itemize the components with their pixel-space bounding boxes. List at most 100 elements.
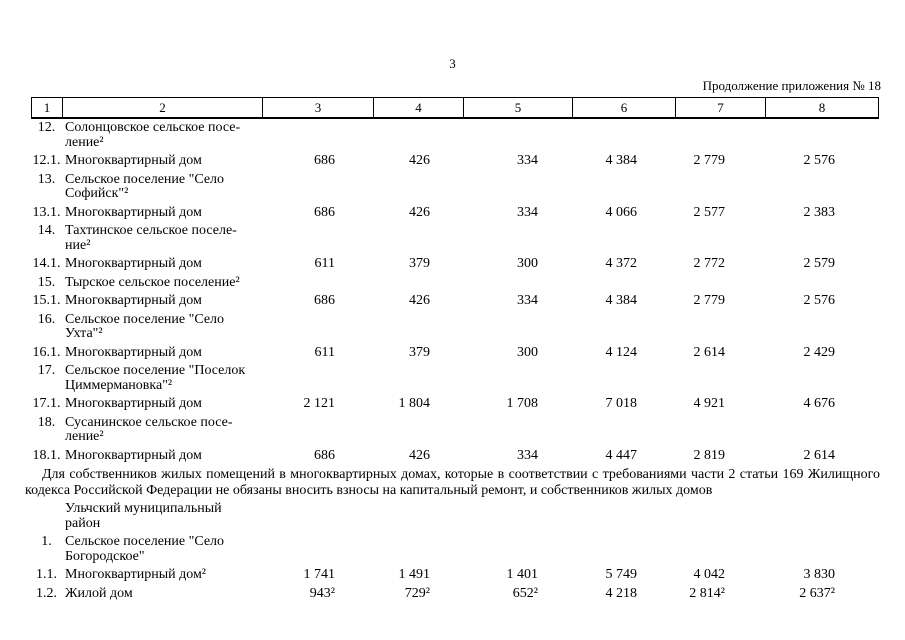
- row-value-col4: 379: [409, 256, 430, 271]
- row-name: Многоквартирный дом: [65, 256, 202, 271]
- row-number: 15.1.: [32, 293, 61, 308]
- table-row: 17. Сельское поселение "Поселок Циммерман…: [31, 363, 877, 393]
- row-number: 13.1.: [32, 204, 61, 220]
- row-number: 15.: [37, 274, 56, 290]
- row-name: Многоквартирный дом: [65, 344, 202, 360]
- row-name: Многоквартирный дом: [65, 293, 202, 308]
- row-number: 16.1.: [32, 344, 61, 360]
- table-row: 16.1. Многоквартирный дом 611 379 300 4 124 2 …: [31, 344, 877, 361]
- row-value-col5: 334: [517, 204, 538, 220]
- row-value-col8: 2 429: [803, 344, 836, 360]
- row-number: 1.: [41, 534, 52, 549]
- row-value-col4: 426: [409, 204, 430, 220]
- row-number: 1.2.: [36, 585, 57, 601]
- row-value-col6: 4 218: [605, 585, 638, 601]
- table-header-cell-8: 8: [818, 99, 826, 115]
- row-value-col4: 426: [409, 153, 430, 168]
- row-value-col6: 4 372: [605, 256, 638, 271]
- row-value-col6: 4 384: [605, 153, 638, 168]
- row-value-col5: 300: [517, 344, 538, 360]
- row-value-col3: 611: [314, 256, 335, 271]
- row-value-col7: 2 819: [693, 447, 726, 463]
- row-name: Сельское поселение "Село Ухта"²: [65, 311, 225, 341]
- row-number: 12.1.: [32, 153, 61, 168]
- table-row: 12.1. Многоквартирный дом 686 426 334 4 384 2 …: [31, 153, 877, 169]
- row-name: Сусанинское сельское посе- ление²: [65, 414, 233, 444]
- row-value-col5: 334: [517, 293, 538, 308]
- row-name: Сельское поселение "Поселок Циммермановк…: [65, 363, 246, 393]
- table-row: 16. Сельское поселение "Село Ухта"²: [31, 311, 877, 342]
- row-name: Многоквартирный дом: [65, 447, 202, 463]
- row-value-col8: 2 576: [803, 153, 836, 168]
- table-section-settlements: 12. Солонцовское сельское посе- ление² 12.…: [31, 120, 877, 464]
- row-value-col6: 7 018: [605, 396, 638, 411]
- row-value-col7: 2 779: [693, 293, 726, 308]
- table-row: 13.1. Многоквартирный дом 686 426 334 4 066 2 …: [31, 204, 877, 221]
- table-row: 1.2. Жилой дом 943² 729² 652² 4 218 2 814² 2 63…: [31, 585, 877, 602]
- row-value-col5: 300: [517, 256, 538, 271]
- row-value-col6: 4 124: [605, 344, 638, 360]
- table-row: 12. Солонцовское сельское посе- ление²: [31, 120, 877, 150]
- row-value-col7: 2 779: [693, 153, 726, 168]
- row-name: Многоквартирный дом: [65, 204, 202, 220]
- table-row: 18.1. Многоквартирный дом 686 426 334 4 447 2 …: [31, 447, 877, 464]
- row-value-col6: 4 384: [605, 293, 638, 308]
- row-name: Солонцовское сельское посе- ление²: [65, 120, 241, 150]
- table-row: 14.1. Многоквартирный дом 611 379 300 4 372 2 …: [31, 256, 877, 272]
- table-header-cell-6: 6: [573, 98, 676, 117]
- table-body: 12. Солонцовское сельское посе- ление² 12.…: [25, 120, 880, 605]
- table-row: 13. Сельское поселение "Село Софийск"²: [31, 171, 877, 202]
- row-value-col4: 729²: [404, 585, 430, 601]
- row-value-col5: 652²: [512, 585, 538, 601]
- row-value-col3: 611: [314, 344, 335, 360]
- table-row: 1.1. Многоквартирный дом² 1 741 1 491 1 401 5…: [31, 567, 877, 583]
- row-number: 18.: [37, 414, 56, 430]
- row-value-col8: 4 676: [803, 396, 836, 411]
- district-heading: Ульчский муниципальный район: [65, 501, 222, 531]
- table-header-cell-4: 4: [374, 98, 464, 117]
- row-number: 16.: [37, 311, 56, 327]
- row-value-col8: 2 614: [803, 447, 836, 463]
- row-name: Тахтинское сельское поселе- ние²: [65, 223, 237, 253]
- row-value-col8: 2 637²: [799, 585, 835, 601]
- row-name: Сельское поселение "Село Богородское": [65, 534, 225, 564]
- row-value-col4: 379: [409, 344, 430, 360]
- row-number: 18.1.: [32, 447, 61, 463]
- table-row: 17.1. Многоквартирный дом 2 121 1 804 1 708 7…: [31, 396, 877, 412]
- row-name: Многоквартирный дом²: [65, 567, 207, 582]
- row-value-col4: 426: [409, 293, 430, 308]
- row-number: 14.1.: [32, 256, 61, 271]
- row-number: 17.1.: [32, 396, 61, 411]
- row-value-col7: 4 042: [693, 567, 726, 582]
- row-value-col8: 3 830: [803, 567, 836, 582]
- row-value-col7: 2 577: [693, 204, 726, 220]
- row-value-col3: 686: [314, 204, 335, 220]
- row-name: Сельское поселение "Село Софийск"²: [65, 171, 225, 201]
- table-header-cell-3: 3: [263, 98, 374, 117]
- row-value-col7: 4 921: [693, 396, 726, 411]
- table-header-cell-1: 1: [32, 98, 63, 117]
- table-row: 18. Сусанинское сельское посе- ление²: [31, 414, 877, 445]
- row-number: 12.: [37, 120, 56, 135]
- row-value-col3: 686: [314, 447, 335, 463]
- row-name: Многоквартирный дом: [65, 153, 202, 168]
- row-number: 13.: [37, 171, 56, 187]
- row-value-col6: 5 749: [605, 567, 638, 582]
- table-row: 1. Сельское поселение "Село Богородское": [31, 534, 877, 564]
- table-section-ulchsky-district: 1. Сельское поселение "Село Богородское" 1…: [31, 534, 877, 602]
- row-name: Тырское сельское поселение²: [65, 274, 240, 290]
- table-row: 15.1. Многоквартирный дом 686 426 334 4 384 2 …: [31, 293, 877, 309]
- row-value-col6: 4 066: [605, 204, 638, 220]
- row-value-col3: 943²: [309, 585, 335, 601]
- row-value-col3: 686: [314, 293, 335, 308]
- appendix-continuation-label: Продолжение приложения № 18: [702, 78, 881, 93]
- row-value-col5: 334: [517, 153, 538, 168]
- row-value-col8: 2 579: [803, 256, 836, 271]
- row-value-col7: 2 814²: [689, 585, 725, 601]
- table-row: 14. Тахтинское сельское поселе- ние²: [31, 223, 877, 253]
- row-number: 1.1.: [36, 567, 57, 582]
- row-value-col5: 334: [517, 447, 538, 463]
- page-number: 3: [449, 56, 456, 71]
